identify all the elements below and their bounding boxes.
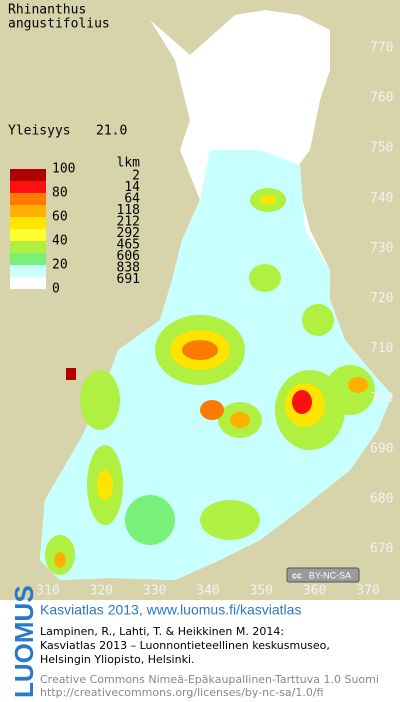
- legend-class-label: 100: [52, 162, 75, 177]
- patch: [125, 495, 175, 545]
- legend-class-label: 80: [52, 186, 68, 201]
- license-badge: cc BY-NC-SA: [286, 567, 360, 583]
- x-coordinate-label: 350: [250, 584, 273, 599]
- legend-count: 64: [124, 192, 140, 207]
- badge-cc: cc: [292, 570, 302, 580]
- legend-count: 465: [117, 238, 140, 253]
- patch: [302, 304, 334, 336]
- species-name: Rhinanthus: [8, 3, 86, 18]
- citation: Helsingin Yliopisto, Helsinki.: [40, 653, 195, 666]
- patch: [348, 377, 368, 393]
- patch: [230, 412, 250, 428]
- legend-swatch: [10, 265, 46, 277]
- legend-count: 606: [117, 249, 140, 264]
- y-coordinate-label: 670: [370, 542, 393, 557]
- patch: [66, 368, 76, 380]
- patch: [80, 370, 120, 430]
- y-coordinate-label: 720: [370, 291, 393, 306]
- legend-swatch: [10, 181, 46, 193]
- x-coordinate-label: 360: [303, 584, 326, 599]
- y-coordinate-label: 760: [370, 91, 393, 106]
- x-coordinate-label: 330: [143, 584, 166, 599]
- y-coordinate-label: 710: [370, 341, 393, 356]
- map-coordinates: 770 760 750 740 730 720 710 700 690 680 670 310 320 3…: [36, 41, 393, 599]
- legend-swatch: [10, 169, 46, 181]
- y-coordinate-label: 680: [370, 491, 393, 506]
- y-coordinate-label: 750: [370, 141, 393, 156]
- legend-count: 691: [117, 272, 140, 287]
- y-coordinate-label: 690: [370, 441, 393, 456]
- legend-count: 838: [117, 261, 140, 276]
- legend-class-label: 60: [52, 210, 68, 225]
- y-coordinate-label: 770: [370, 41, 393, 56]
- species-name: angustifolius: [8, 17, 110, 32]
- map: [40, 10, 392, 580]
- patch: [182, 340, 218, 360]
- legend-swatch: [10, 205, 46, 217]
- legend-swatch: [10, 277, 46, 289]
- patch: [54, 552, 66, 568]
- legend-count: 2: [132, 169, 140, 184]
- legend-class-label: 20: [52, 258, 68, 273]
- x-coordinate-label: 310: [36, 584, 59, 599]
- x-coordinate-label: 370: [356, 584, 379, 599]
- legend-swatch: [10, 229, 46, 241]
- legend-count: 14: [124, 180, 140, 195]
- citation: Lampinen, R., Lahti, T. & Heikkinen M. 2…: [40, 625, 284, 638]
- y-coordinate-label: 730: [370, 241, 393, 256]
- legend-count: 118: [117, 203, 140, 218]
- y-coordinate-label: 740: [370, 191, 393, 206]
- legend-swatch: [10, 193, 46, 205]
- footer-background: [0, 600, 400, 702]
- legend-swatch: [10, 253, 46, 265]
- patch: [200, 400, 224, 420]
- license-url: http://creativecommons.org/licenses/by-n…: [40, 686, 323, 699]
- count-header: lkm: [117, 156, 141, 171]
- y-coordinate-label: 700: [370, 391, 393, 406]
- frequency-value: 21.0: [96, 124, 127, 139]
- citation: Kasviatlas 2013 – Luonnontieteellinen ke…: [40, 639, 330, 652]
- frequency-label: Yleisyys: [8, 124, 71, 139]
- badge-frame: [286, 567, 360, 583]
- patch: [249, 264, 281, 292]
- license-text: Creative Commons Nimeä-Epäkaupallinen-Ta…: [40, 673, 379, 686]
- patch: [260, 195, 276, 205]
- legend-count: 212: [117, 215, 140, 230]
- patch: [325, 365, 375, 415]
- occurrence-patches: [45, 188, 375, 575]
- x-coordinate-label: 340: [196, 584, 219, 599]
- brand: LUOMUS: [9, 585, 39, 698]
- patch: [292, 390, 312, 414]
- legend-count: 292: [117, 226, 140, 241]
- badge-text: BY-NC-SA: [309, 570, 351, 580]
- patch: [97, 470, 113, 500]
- legend-class-label: 0: [52, 282, 60, 297]
- legend-swatch: [10, 241, 46, 253]
- patch: [200, 500, 260, 540]
- legend-class-label: 40: [52, 234, 68, 249]
- legend-swatch: [10, 217, 46, 229]
- headline: Kasviatlas 2013, www.luomus.fi/kasviatla…: [40, 602, 301, 618]
- x-coordinate-label: 320: [90, 584, 113, 599]
